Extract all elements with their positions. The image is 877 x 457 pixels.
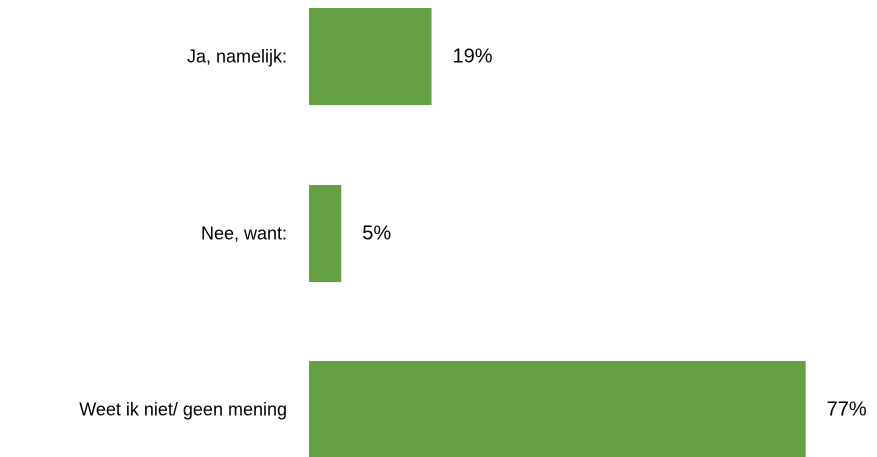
bar-row-1 [309,8,432,105]
value-label-row-1: 19% [453,46,493,68]
value-labels-group: 19% 5% 77% [362,46,867,421]
value-label-row-3: 77% [827,399,867,421]
category-labels-group: Ja, namelijk: Nee, want: Weet ik niet/ gee… [79,47,287,420]
bars-group [309,8,806,457]
category-label-row-2: Nee, want: [201,224,287,244]
category-label-row-3: Weet ik niet/ geen mening [79,400,287,420]
category-label-row-1: Ja, namelijk: [187,47,287,67]
bar-row-2 [309,185,342,282]
bar-row-3 [309,361,806,457]
value-label-row-2: 5% [362,223,391,245]
